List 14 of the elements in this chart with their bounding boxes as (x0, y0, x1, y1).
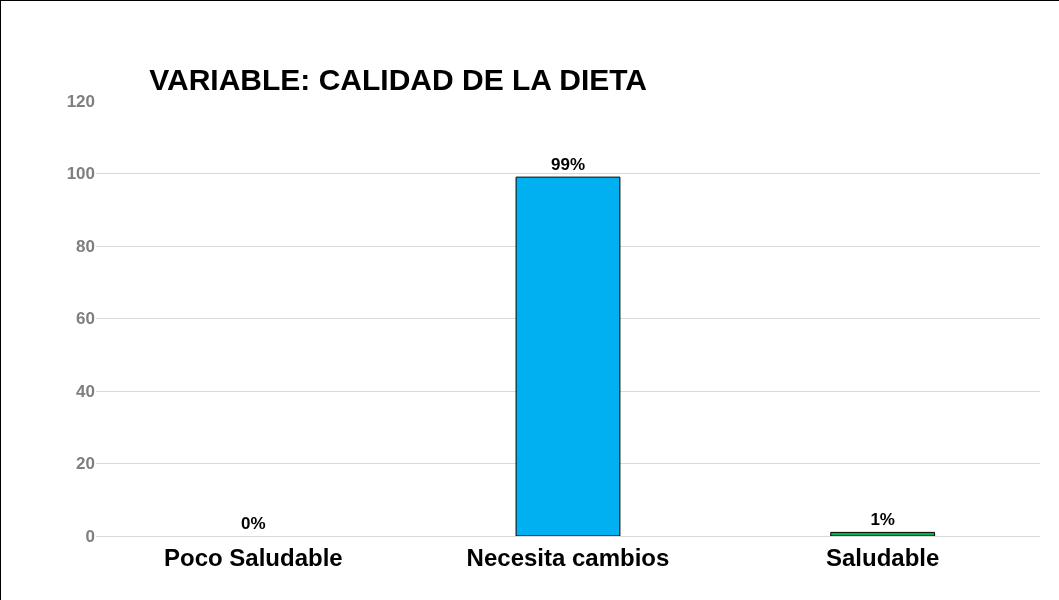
y-tick-label: 20 (76, 454, 95, 474)
y-tick-label: 0 (85, 526, 95, 546)
y-tick-label: 120 (66, 91, 95, 111)
data-label: 99% (550, 155, 586, 175)
chart-title: VARIABLE: CALIDAD DE LA DIETA (149, 62, 648, 96)
y-tick-label: 60 (76, 309, 95, 329)
data-label: 1% (870, 510, 895, 530)
y-tick-label: 80 (76, 236, 95, 256)
y-tick-label: 40 (76, 381, 95, 401)
x-tick-label: Poco Saludable (163, 543, 343, 571)
x-tick-label: Necesita cambios (466, 543, 670, 571)
x-tick-label: Saludable (825, 543, 940, 571)
y-tick-label: 100 (66, 164, 95, 184)
data-label: 0% (241, 514, 266, 533)
